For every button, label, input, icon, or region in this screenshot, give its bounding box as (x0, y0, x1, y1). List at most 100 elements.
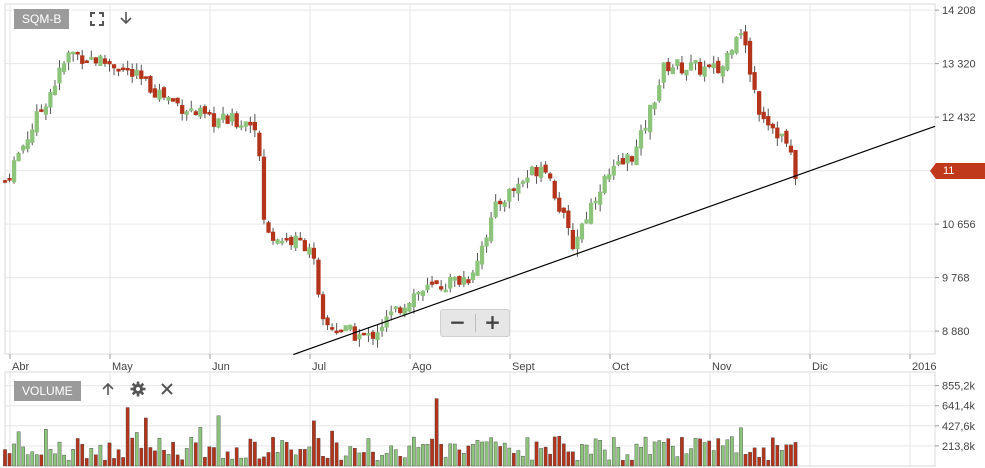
volume-bar (725, 439, 730, 467)
volume-bar (693, 437, 698, 467)
volume-bar (307, 446, 312, 467)
volume-bar (3, 449, 7, 467)
fullscreen-icon[interactable] (89, 11, 105, 27)
volume-bar (248, 438, 253, 467)
candle-body (584, 219, 589, 224)
volume-bar (362, 452, 366, 467)
time-tick-label: Oct (612, 361, 629, 373)
volume-bar (648, 454, 652, 467)
candle-body (357, 334, 362, 340)
volume-bar (743, 454, 748, 467)
candle-body (493, 201, 498, 218)
volume-bar (530, 459, 534, 467)
candle-body (120, 67, 126, 71)
candle-body (684, 69, 689, 76)
volume-bar (94, 454, 98, 467)
volume-bar (293, 454, 298, 467)
volume-bar (366, 438, 371, 467)
candle-body (34, 111, 39, 133)
zoom-control: − + (440, 309, 510, 337)
volume-bar (343, 455, 348, 467)
candle-body (302, 240, 307, 252)
volume-bar (543, 446, 548, 467)
volume-bar (193, 442, 198, 467)
candle-body (725, 52, 730, 71)
candle-body (793, 149, 798, 179)
candle-body (225, 115, 230, 124)
candle-body (679, 62, 685, 74)
volume-bar (157, 437, 162, 467)
volume-bar (525, 437, 530, 467)
time-tick-label: Sept (512, 361, 535, 373)
candle-body (298, 237, 303, 241)
volume-bar (21, 446, 25, 467)
download-arrow-icon[interactable] (118, 10, 134, 26)
candle-body (89, 57, 94, 60)
candle-body (102, 58, 108, 64)
candle-body (366, 333, 371, 336)
zoom-in-button[interactable]: + (484, 310, 501, 334)
volume-bar (375, 460, 380, 467)
price-pane-frame (4, 3, 936, 355)
candle-body (93, 57, 98, 64)
arrow-up-icon[interactable] (100, 381, 116, 397)
candle-body (75, 51, 80, 55)
time-tick-label: Dic (812, 361, 828, 373)
volume-bar (593, 438, 598, 467)
candle-body (248, 121, 253, 126)
volume-bar (271, 437, 275, 467)
price-tick-label: 9 768 (942, 273, 970, 285)
volume-bar (180, 459, 185, 467)
volume-bar (516, 450, 521, 467)
candle-body (516, 183, 521, 194)
candle-body (139, 70, 144, 79)
candle-body (389, 311, 394, 316)
candle-body (16, 152, 21, 162)
zoom-out-button[interactable]: − (449, 310, 466, 334)
candle-body (379, 326, 385, 331)
candle-body (747, 40, 753, 75)
volume-badge[interactable]: VOLUME (14, 381, 81, 401)
candle-body (334, 330, 339, 334)
volume-bar (539, 448, 543, 467)
volume-bar (752, 447, 757, 467)
candle-body (629, 156, 635, 162)
candle-body (416, 291, 421, 295)
close-icon[interactable] (159, 381, 175, 397)
volume-bar (734, 452, 739, 467)
candle-body (243, 121, 248, 127)
candle-body (134, 69, 139, 76)
volume-tick-label: 427,6k (942, 421, 976, 433)
volume-bar (421, 444, 425, 467)
candle-body (775, 127, 780, 139)
volume-bar (462, 452, 466, 467)
volume-bar (103, 459, 107, 467)
volume-bar (457, 449, 462, 467)
candle-body (48, 92, 53, 108)
volume-bar (661, 442, 666, 467)
volume-bar (434, 398, 439, 467)
volume-bar (580, 444, 584, 467)
volume-bar (166, 454, 171, 467)
candle-body (561, 207, 566, 213)
candle-body (588, 202, 594, 224)
gear-icon[interactable] (130, 381, 146, 397)
symbol-badge[interactable]: SQM-B (14, 9, 70, 29)
volume-bar (243, 457, 248, 467)
price-tick-label: 14 208 (942, 5, 976, 17)
volume-bar (639, 447, 643, 467)
candle-body (548, 173, 553, 179)
volume-bar (630, 459, 634, 467)
candle-body (339, 329, 344, 333)
volume-bar (757, 457, 761, 467)
candle-body (107, 61, 112, 65)
candle-body (620, 158, 625, 165)
volume-bar (225, 451, 230, 467)
time-tick-label: Jun (212, 361, 230, 373)
candle-body (343, 325, 348, 332)
candle-body (266, 222, 271, 233)
candle-body (211, 113, 217, 127)
candle-body (57, 67, 62, 84)
candle-body (280, 240, 285, 244)
